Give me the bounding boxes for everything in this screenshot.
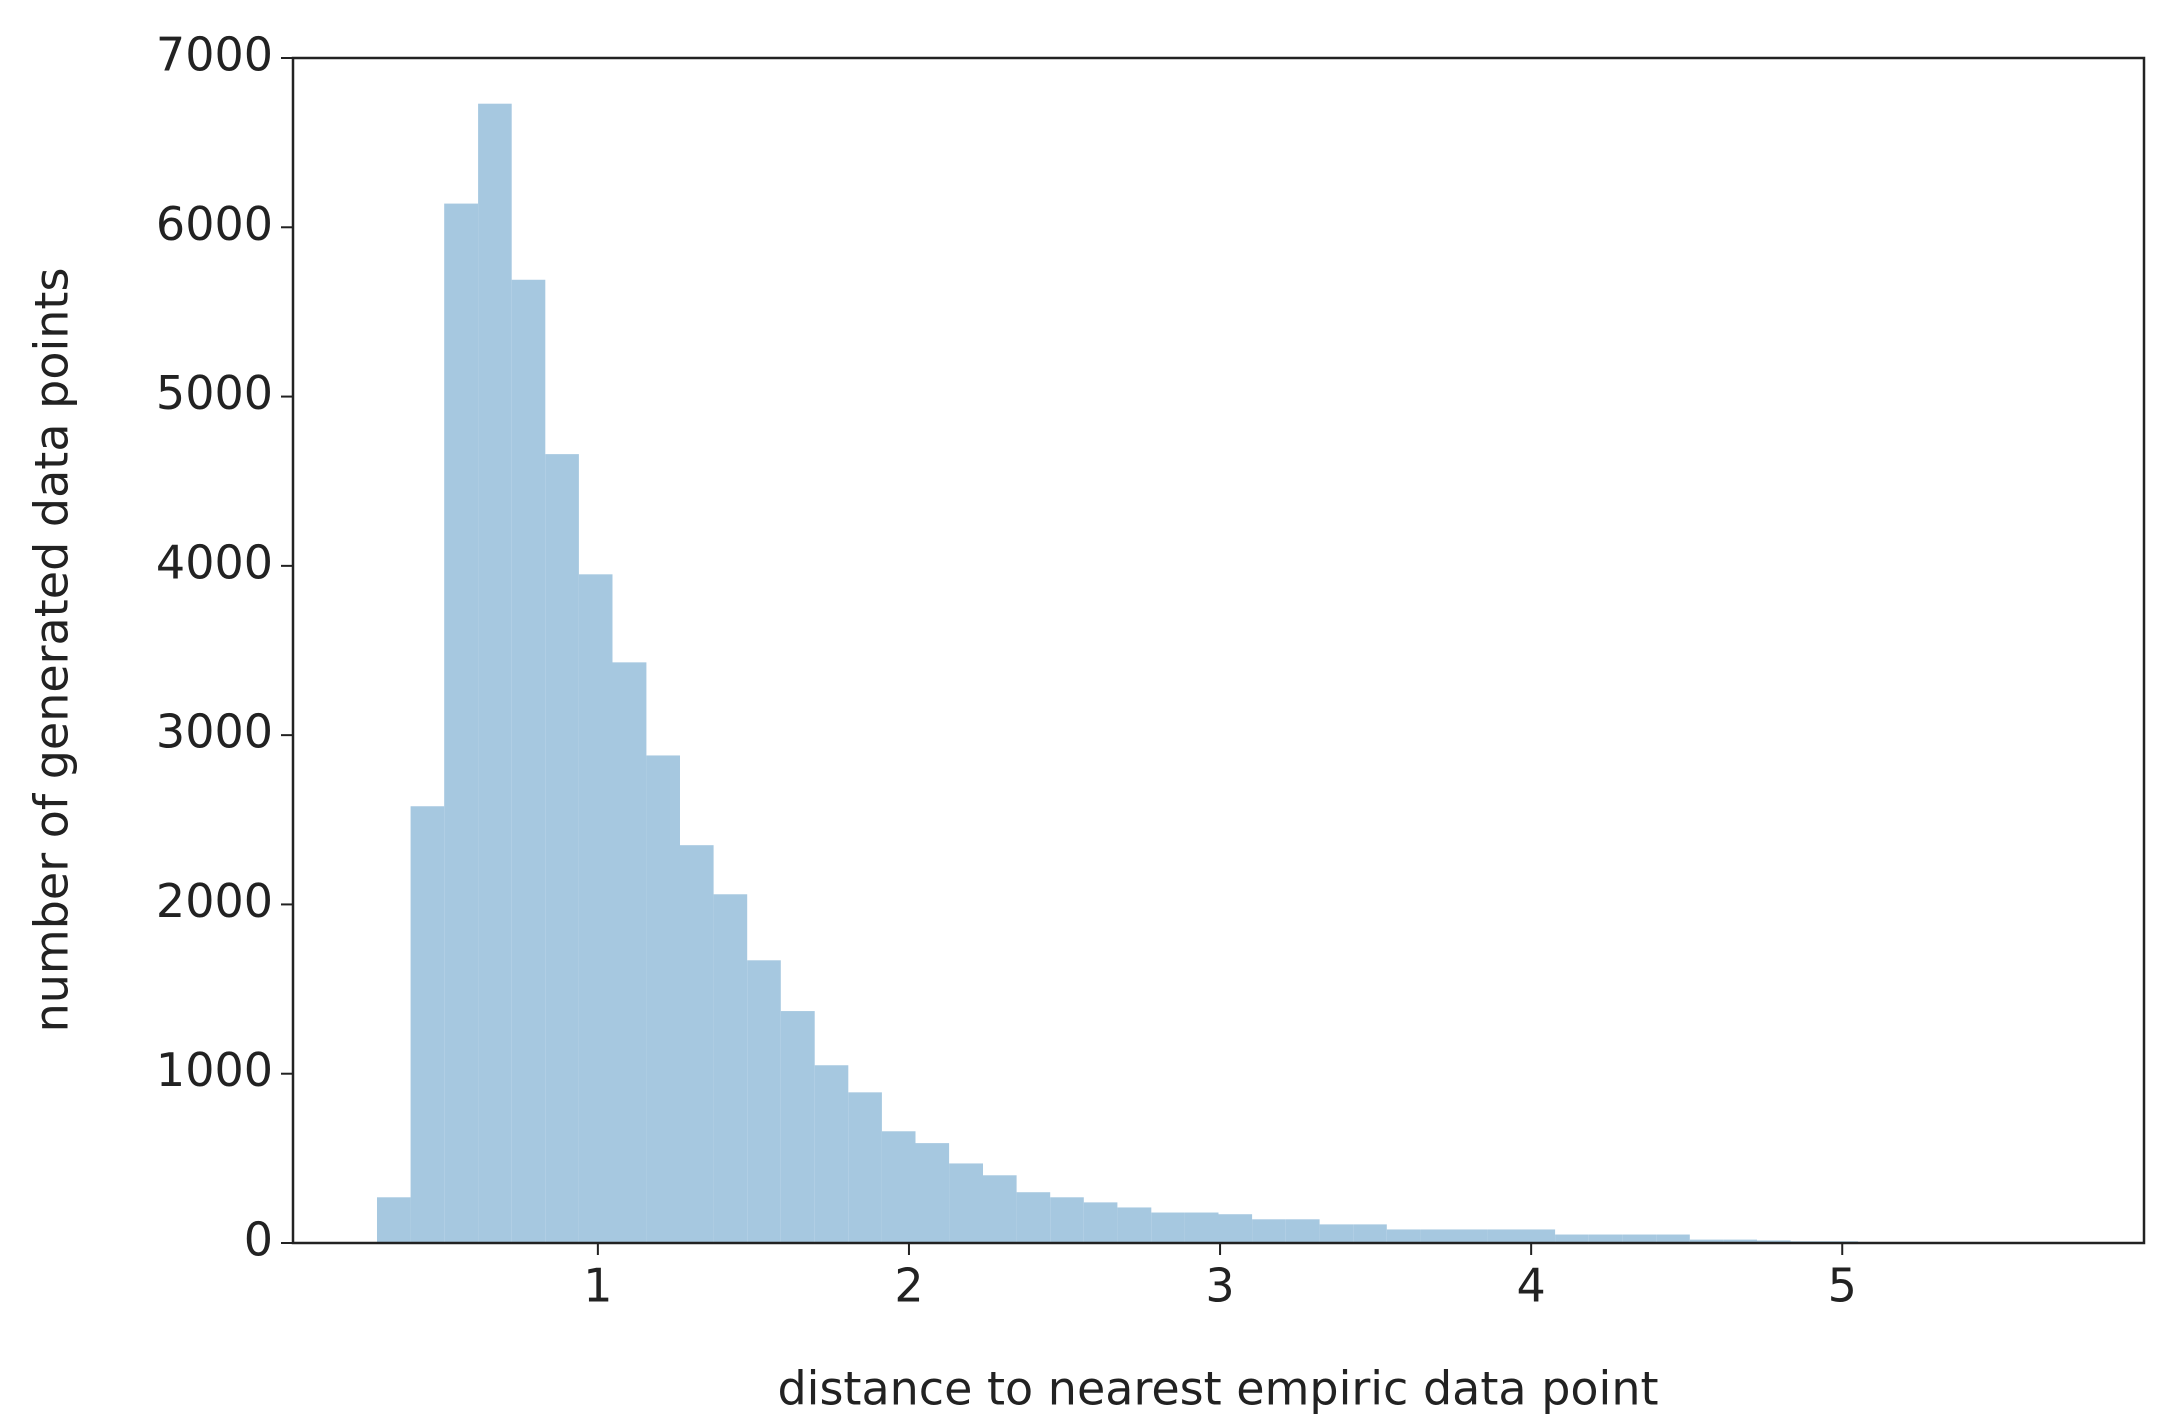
- bar: [949, 1163, 984, 1243]
- bar: [881, 1131, 916, 1243]
- bar: [1218, 1214, 1253, 1243]
- bar: [915, 1143, 950, 1243]
- x-tick-label: 2: [894, 1259, 923, 1313]
- bar: [1083, 1202, 1118, 1243]
- bar: [1723, 1239, 1758, 1243]
- bar: [1285, 1219, 1320, 1243]
- x-tick-label: 5: [1828, 1259, 1857, 1313]
- x-tick-label: 3: [1205, 1259, 1234, 1313]
- bar: [1117, 1207, 1152, 1243]
- bar: [1252, 1219, 1286, 1243]
- bar: [1151, 1212, 1185, 1243]
- bar: [1050, 1197, 1084, 1243]
- bar: [444, 203, 479, 1244]
- bar: [578, 574, 613, 1243]
- bar: [1420, 1229, 1454, 1243]
- y-tick-label: 1000: [156, 1043, 273, 1097]
- x-axis-label: distance to nearest empiric data point: [777, 1362, 1658, 1416]
- bar: [780, 1011, 815, 1243]
- bar: [1689, 1239, 1724, 1243]
- bar: [646, 755, 680, 1243]
- bar: [1521, 1229, 1556, 1243]
- bar: [1353, 1224, 1387, 1243]
- x-tick-label: 4: [1517, 1259, 1546, 1313]
- bar: [1555, 1234, 1589, 1243]
- y-axis-label: number of generated data points: [25, 268, 79, 1033]
- bar: [679, 845, 714, 1243]
- y-tick-label: 4000: [156, 535, 273, 589]
- bar: [478, 103, 512, 1243]
- bar: [747, 960, 781, 1243]
- bar: [1487, 1229, 1522, 1243]
- bar: [1453, 1229, 1488, 1243]
- bar: [1757, 1240, 1791, 1243]
- plot-frame: [291, 56, 2146, 1245]
- bar: [612, 662, 647, 1243]
- bar: [848, 1092, 882, 1243]
- y-tick-label: 5000: [156, 366, 273, 420]
- bar: [1319, 1224, 1354, 1243]
- bar: [1184, 1212, 1219, 1243]
- bar: [1622, 1234, 1657, 1243]
- x-tick-label: 1: [583, 1259, 612, 1313]
- bar: [713, 894, 748, 1243]
- bar: [1386, 1229, 1421, 1243]
- bar: [1656, 1234, 1690, 1243]
- y-tick-label: 3000: [156, 705, 273, 759]
- y-tick-label: 0: [244, 1213, 273, 1267]
- y-tick-label: 7000: [156, 28, 273, 82]
- bar: [1016, 1192, 1051, 1243]
- y-tick-label: 6000: [156, 197, 273, 251]
- bar: [545, 454, 579, 1244]
- bar: [1588, 1234, 1623, 1243]
- bar: [814, 1065, 849, 1243]
- bar: [511, 279, 546, 1243]
- y-tick-label: 2000: [156, 874, 273, 928]
- bar: [410, 806, 445, 1243]
- bar: [983, 1175, 1017, 1243]
- bar: [376, 1197, 411, 1243]
